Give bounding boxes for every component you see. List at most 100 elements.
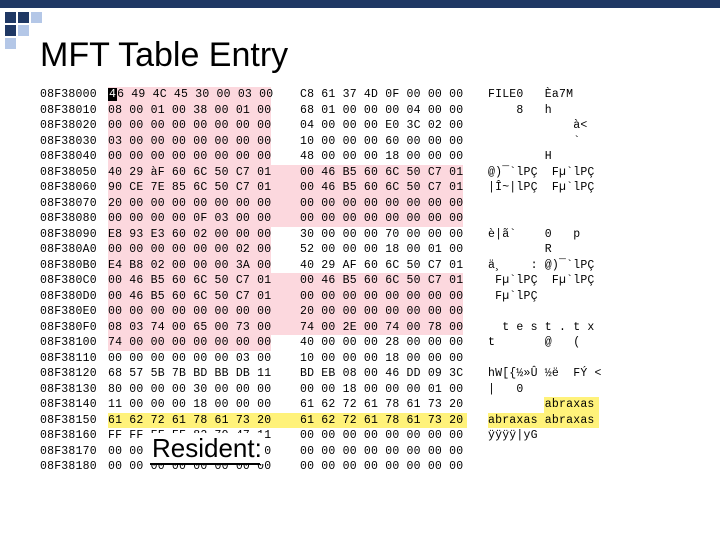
hex-ascii: `	[488, 134, 580, 150]
hex-bytes-right: 00 00 00 00 00 00 00 00	[300, 444, 478, 460]
hex-address: 08F380C0	[40, 273, 108, 289]
hex-ascii: | 0	[488, 382, 524, 398]
hex-bytes-left: 00 00 00 00 00 00 00 00	[108, 118, 286, 134]
hex-row: 08F3817000 00 00 00 00 00 00 00 00 00 00…	[40, 444, 720, 460]
hex-row: 08F3807020 00 00 00 00 00 00 00 00 00 00…	[40, 196, 720, 212]
hex-bytes-left: 00 00 00 00 00 00 03 00	[108, 351, 286, 367]
hex-ascii: à<	[488, 118, 587, 134]
hex-address: 08F38010	[40, 103, 108, 119]
hex-row: 08F380B0E4 B8 02 00 00 00 3A 00 40 29 AF…	[40, 258, 720, 274]
sq	[31, 12, 42, 23]
hex-bytes-left: 80 00 00 00 30 00 00 00	[108, 382, 286, 398]
hex-address: 08F380B0	[40, 258, 108, 274]
hex-ascii: @)¯`lPÇ Fµ`lPÇ	[488, 165, 595, 181]
hex-bytes-right: 20 00 00 00 00 00 00 00	[300, 304, 478, 320]
hex-bytes-left: 40 29 àF 60 6C 50 C7 01	[108, 165, 286, 181]
hex-bytes-left: 20 00 00 00 00 00 00 00	[108, 196, 286, 212]
hex-bytes-left: 00 46 B5 60 6C 50 C7 01	[108, 289, 286, 305]
hex-row: 08F3805040 29 àF 60 6C 50 C7 01 00 46 B5…	[40, 165, 720, 181]
hex-bytes-right: 00 46 B5 60 6C 50 C7 01	[300, 273, 478, 289]
sq	[5, 38, 16, 49]
hex-address: 08F380A0	[40, 242, 108, 258]
hex-bytes-left: 11 00 00 00 18 00 00 00	[108, 397, 286, 413]
resident-underline	[150, 463, 260, 465]
hex-bytes-right: 10 00 00 00 18 00 00 00	[300, 351, 478, 367]
hex-bytes-right: 00 00 00 00 00 00 00 00	[300, 428, 478, 444]
hex-row: 08F380F008 03 74 00 65 00 73 00 74 00 2E…	[40, 320, 720, 336]
hex-row: 08F3800046 49 4C 45 30 00 03 00 C8 61 37…	[40, 87, 720, 103]
hex-ascii: 8 h	[488, 103, 552, 119]
hex-bytes-left: 08 03 74 00 65 00 73 00	[108, 320, 286, 336]
hex-bytes-right: 00 00 18 00 00 00 01 00	[300, 382, 478, 398]
hex-row: 08F3815061 62 72 61 78 61 73 20 61 62 72…	[40, 413, 720, 429]
hex-bytes-left: 00 46 B5 60 6C 50 C7 01	[108, 273, 286, 289]
hex-ascii: t @ (	[488, 335, 580, 351]
hex-bytes-left: 68 57 5B 7B BD BB DB 11	[108, 366, 286, 382]
hex-row: 08F3811000 00 00 00 00 00 03 00 10 00 00…	[40, 351, 720, 367]
hex-address: 08F38160	[40, 428, 108, 444]
hex-bytes-right: 00 00 00 00 00 00 00 00	[300, 289, 478, 305]
hex-address: 08F38070	[40, 196, 108, 212]
sq	[31, 25, 42, 36]
hex-bytes-left: 00 00 00 00 00 00 00 00	[108, 304, 286, 320]
hex-bytes-right: 40 00 00 00 28 00 00 00	[300, 335, 478, 351]
sq	[5, 25, 16, 36]
hex-row: 08F3813080 00 00 00 30 00 00 00 00 00 18…	[40, 382, 720, 398]
hex-bytes-right: C8 61 37 4D 0F 00 00 00	[300, 87, 478, 103]
hex-bytes-right: 61 62 72 61 78 61 73 20	[300, 397, 478, 413]
hex-address: 08F38100	[40, 335, 108, 351]
corner-decoration	[5, 12, 42, 49]
hex-address: 08F38040	[40, 149, 108, 165]
hex-dump: 08F3800046 49 4C 45 30 00 03 00 C8 61 37…	[40, 87, 720, 475]
hex-row: 08F3802000 00 00 00 00 00 00 00 04 00 00…	[40, 118, 720, 134]
hex-address: 08F38030	[40, 134, 108, 150]
hex-bytes-left: 00 00 00 00 0F 03 00 00	[108, 211, 286, 227]
hex-address: 08F38110	[40, 351, 108, 367]
hex-address: 08F38180	[40, 459, 108, 475]
hex-ascii: H	[488, 149, 552, 165]
hex-bytes-right: 00 46 B5 60 6C 50 C7 01	[300, 165, 478, 181]
hex-address: 08F380F0	[40, 320, 108, 336]
hex-ascii: ä¸ : @)¯`lPÇ	[488, 258, 595, 274]
hex-row: 08F3801008 00 01 00 38 00 01 00 68 01 00…	[40, 103, 720, 119]
hex-bytes-right: 40 29 AF 60 6C 50 C7 01	[300, 258, 478, 274]
hex-bytes-left: 08 00 01 00 38 00 01 00	[108, 103, 286, 119]
hex-ascii: FILE0 Èa7M	[488, 87, 573, 103]
hex-address: 08F38170	[40, 444, 108, 460]
hex-address: 08F380D0	[40, 289, 108, 305]
hex-ascii: hW[{½»Û ½ë FÝ <	[488, 366, 602, 382]
sq	[5, 12, 16, 23]
hex-row: 08F3806090 CE 7E 85 6C 50 C7 01 00 46 B5…	[40, 180, 720, 196]
hex-row: 08F3814011 00 00 00 18 00 00 00 61 62 72…	[40, 397, 720, 413]
hex-bytes-left: 03 00 00 00 00 00 00 00	[108, 134, 286, 150]
top-border	[0, 0, 720, 8]
hex-address: 08F38140	[40, 397, 108, 413]
resident-label: Resident:	[150, 433, 264, 464]
hex-ascii: ÿÿÿÿ|yG	[488, 428, 538, 444]
hex-bytes-right: 74 00 2E 00 74 00 78 00	[300, 320, 478, 336]
hex-row: 08F3818000 00 00 00 00 00 00 00 00 00 00…	[40, 459, 720, 475]
hex-bytes-right: 30 00 00 00 70 00 00 00	[300, 227, 478, 243]
hex-row: 08F3803003 00 00 00 00 00 00 00 10 00 00…	[40, 134, 720, 150]
hex-ascii: abraxas abraxas	[488, 413, 595, 429]
hex-bytes-right: 00 00 00 00 00 00 00 00	[300, 459, 478, 475]
hex-bytes-right: BD EB 08 00 46 DD 09 3C	[300, 366, 478, 382]
hex-address: 08F38060	[40, 180, 108, 196]
hex-ascii: R	[488, 242, 552, 258]
hex-bytes-right: 61 62 72 61 78 61 73 20	[300, 413, 478, 429]
hex-ascii: Fµ`lPÇ Fµ`lPÇ	[488, 273, 595, 289]
hex-bytes-left: 74 00 00 00 00 00 00 00	[108, 335, 286, 351]
hex-row: 08F380A000 00 00 00 00 00 02 00 52 00 00…	[40, 242, 720, 258]
hex-ascii: |Î~|lPÇ Fµ`lPÇ	[488, 180, 595, 196]
hex-bytes-left: E8 93 E3 60 02 00 00 00	[108, 227, 286, 243]
hex-row: 08F3804000 00 00 00 00 00 00 00 48 00 00…	[40, 149, 720, 165]
hex-address: 08F380E0	[40, 304, 108, 320]
hex-bytes-right: 00 00 00 00 00 00 00 00	[300, 211, 478, 227]
hex-row: 08F38090E8 93 E3 60 02 00 00 00 30 00 00…	[40, 227, 720, 243]
hex-bytes-right: 00 00 00 00 00 00 00 00	[300, 196, 478, 212]
hex-row: 08F3808000 00 00 00 0F 03 00 00 00 00 00…	[40, 211, 720, 227]
hex-address: 08F38080	[40, 211, 108, 227]
hex-bytes-right: 68 01 00 00 00 04 00 00	[300, 103, 478, 119]
hex-ascii: t e s t . t x	[488, 320, 595, 336]
hex-ascii: abraxas	[488, 397, 595, 413]
